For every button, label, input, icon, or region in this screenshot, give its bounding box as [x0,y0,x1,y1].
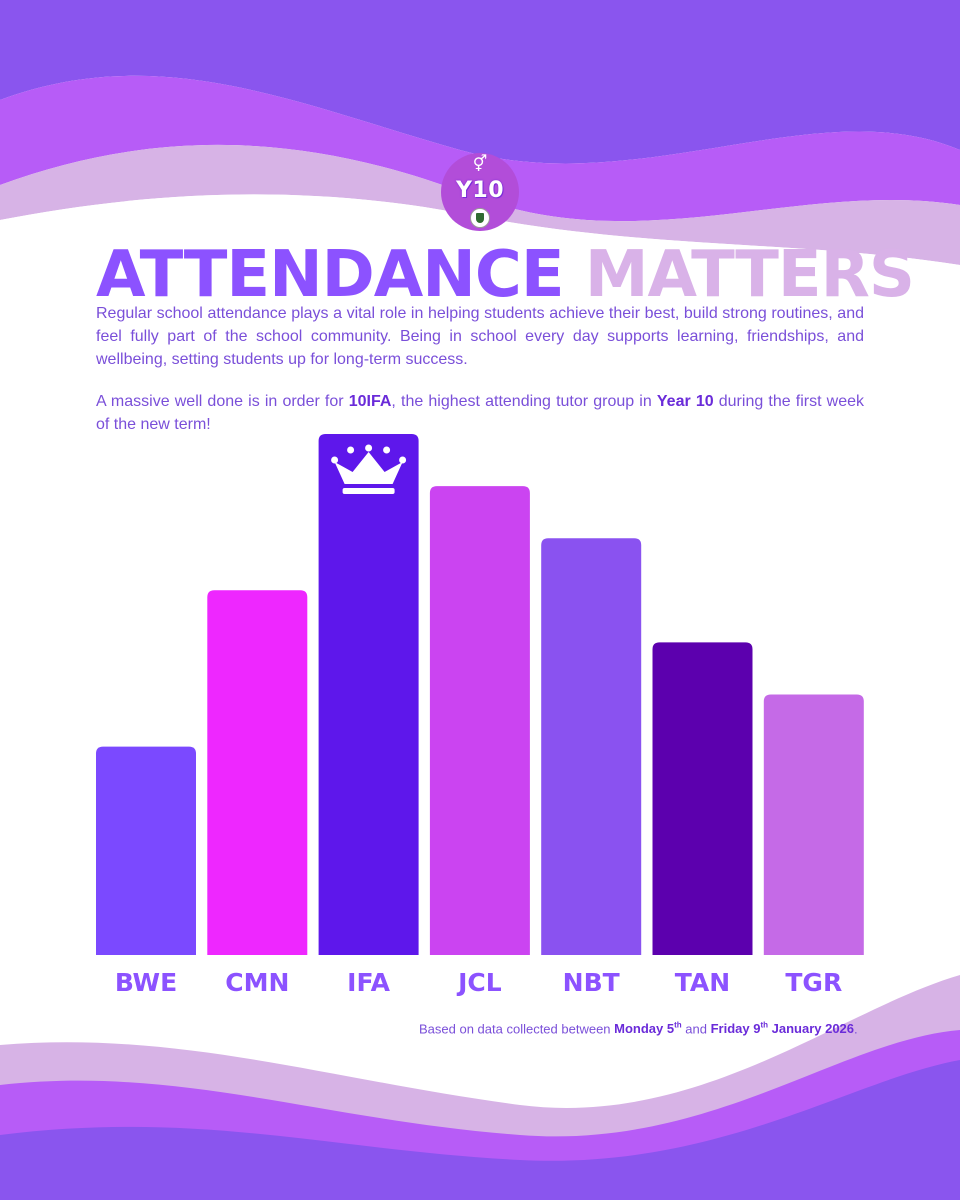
footnote-pre: Based on data collected between [419,1021,615,1037]
crown-icon [331,444,407,494]
announcement-pre: A massive well done is in order for [96,393,349,410]
bar-tgr [763,694,864,955]
bar-tan [652,642,753,955]
footnote-end-rest: January 2026 [768,1021,855,1037]
title-part-1: ATTENDANCE [96,238,565,312]
tick-label-cmn: CMN [225,968,289,997]
tick-label-bwe: BWE [115,968,177,997]
gender-symbol-icon: ⚥ [472,154,488,173]
top-wave-mid [0,75,960,222]
year-badge: ⚥ Y10 [441,153,519,231]
footnote-start-date: Monday 5th [614,1021,682,1036]
tick-label-nbt: NBT [563,968,620,997]
tick-label-tan: TAN [675,968,730,997]
footnote-end-date: Friday 9th January 2026 [711,1021,854,1036]
page-title: ATTENDANCE MATTERS [96,242,915,308]
top-group: 10IFA [348,393,392,410]
bar-cmn [207,590,308,955]
footnote-end-sup: th [760,1021,769,1030]
footnote-start-day: Monday 5 [614,1021,675,1037]
announcement-post: during the first week of the new term! [96,393,865,433]
tick-label-jcl: JCL [456,968,502,997]
footnote-end-day: Friday 9 [710,1021,761,1037]
bar-ifa [318,434,419,955]
school-crest-icon [470,208,490,228]
bar-nbt [541,538,642,955]
announcement-mid: , the highest attending tutor group in [391,393,657,410]
announcement-paragraph: A massive well done is in order for 10IF… [96,390,864,436]
intro-paragraph: Regular school attendance plays a vital … [96,305,864,368]
bottom-wave-dark [0,1060,960,1200]
top-wave-white [0,194,960,300]
tick-label-tgr: TGR [785,968,842,997]
data-footnote: Based on data collected between Monday 5… [419,1017,864,1038]
year-label: Y10 [455,178,505,203]
top-wave-back [0,0,960,164]
footnote-post: . [854,1021,858,1037]
bar-jcl [429,486,530,955]
bar-bwe [96,746,196,955]
footnote-start-sup: th [674,1021,682,1030]
title-part-2: MATTERS [584,238,915,312]
tick-label-ifa: IFA [347,968,391,997]
attendance-bar-chart: BWE CMN IFA JCL NBT TAN TGR [96,434,864,997]
footnote-and: and [681,1021,711,1037]
year-group: Year 10 [656,393,714,410]
